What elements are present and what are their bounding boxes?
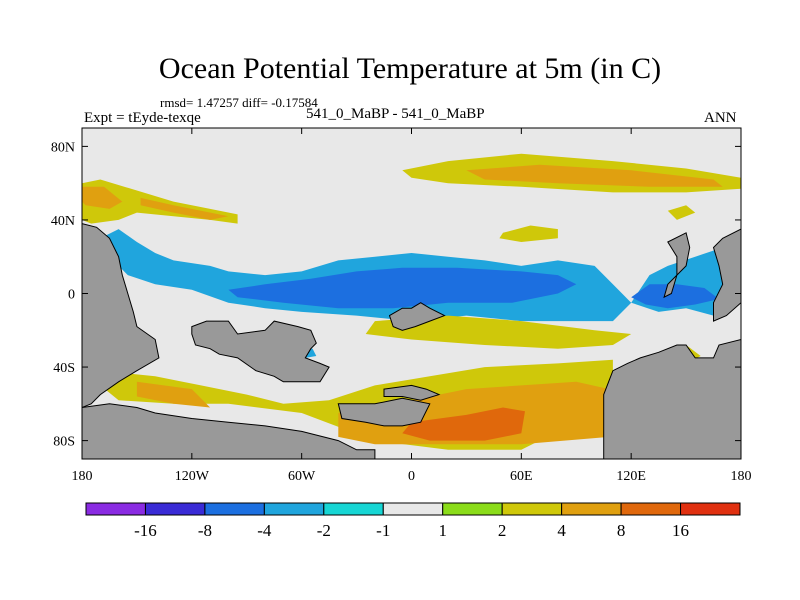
anomaly-region-4 [466, 164, 723, 187]
colorbar: -16 -8 -4 -2 -1 1 2 4 8 16 [85, 502, 741, 540]
land-mass-3 [337, 397, 431, 427]
y-tick-label-3: 40S [53, 361, 75, 376]
colorbar-box-9 [620, 502, 682, 516]
land-mass-5 [388, 302, 446, 331]
anomaly-region-15 [338, 381, 610, 445]
land-mass-0 [82, 223, 160, 409]
colorbar-label-4: -1 [376, 521, 390, 540]
land-mass-7 [712, 228, 741, 322]
colorbar-label-1: -8 [198, 521, 212, 540]
anomaly-region-1 [82, 186, 123, 209]
y-tick-label-1: 40N [51, 214, 75, 229]
colorbar-box-2 [204, 502, 265, 516]
anomaly-region-10 [631, 284, 719, 309]
anomaly-region-9 [228, 267, 577, 309]
x-tick-label-3: 0 [408, 469, 415, 484]
colorbar-box-6 [442, 502, 503, 516]
colorbar-box-7 [501, 502, 563, 516]
axis-layer: 180 120W 60W 0 60E 120E 180 80N 40N 0 40S 80S [51, 127, 752, 484]
map-layer [82, 128, 741, 459]
colorbar-label-9: 16 [672, 521, 689, 540]
colorbar-box-4 [323, 502, 384, 516]
anomaly-region-6 [667, 205, 696, 220]
colorbar-box-1 [144, 502, 206, 516]
stats-text: rmsd= 1.47257 diff= -0.17584 [160, 95, 318, 110]
land-mass-8 [663, 232, 691, 299]
x-tick-label-0: 180 [72, 469, 93, 484]
case-label: 541_0_MaBP - 541_0_MaBP [306, 106, 485, 122]
land-mass-1 [82, 403, 376, 459]
x-tick-label-5: 120E [616, 469, 646, 484]
land-mass-6 [603, 338, 741, 459]
anomaly-region-14 [136, 381, 211, 408]
colorbar-label-7: 4 [557, 521, 566, 540]
x-tick-label-6: 180 [731, 469, 752, 484]
colorbar-box-5 [382, 502, 444, 516]
colorbar-label-2: -4 [257, 521, 272, 540]
colorbar-box-8 [561, 502, 622, 516]
colorbar-box-3 [263, 502, 325, 516]
y-tick-label-4: 80S [53, 435, 75, 450]
anomaly-region-5 [499, 225, 558, 242]
y-tick-label-0: 80N [51, 140, 75, 155]
anomaly-region-2 [140, 197, 229, 220]
land-mass-2 [191, 320, 330, 383]
colorbar-label-6: 2 [498, 521, 507, 540]
colorbar-box-10 [680, 502, 741, 516]
colorbar-label-0: -16 [134, 521, 157, 540]
y-tick-label-2: 0 [68, 288, 75, 303]
chart-title: Ocean Potential Temperature at 5m (in C) [158, 52, 662, 85]
experiment-label: Expt = tEyde-texqe [84, 110, 201, 126]
x-tick-label-2: 60W [288, 469, 316, 484]
colorbar-label-5: 1 [438, 521, 447, 540]
x-tick-label-4: 60E [510, 469, 533, 484]
colorbar-label-8: 8 [617, 521, 626, 540]
x-tick-label-1: 120W [175, 469, 210, 484]
colorbar-label-3: -2 [317, 521, 331, 540]
anomaly-region-16 [402, 407, 525, 441]
anomaly-region-12 [365, 315, 632, 349]
land-mass-4 [383, 384, 441, 401]
season-label: ANN [704, 110, 737, 126]
colorbar-box-0 [85, 502, 146, 516]
